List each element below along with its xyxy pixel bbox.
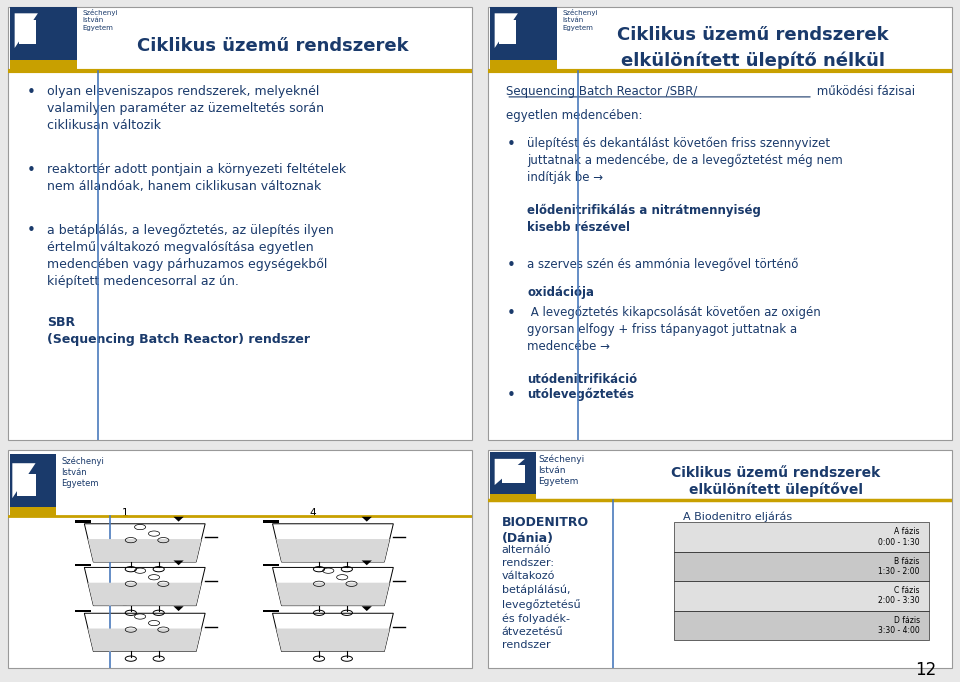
Bar: [674, 552, 929, 581]
Bar: [17, 474, 36, 496]
Text: 4: 4: [310, 508, 317, 518]
Text: egyetlen medencében:: egyetlen medencében:: [506, 108, 643, 121]
Text: Sequencing Batch Reactor /SBR/: Sequencing Batch Reactor /SBR/: [506, 85, 698, 98]
Polygon shape: [88, 629, 202, 651]
Bar: [674, 522, 929, 552]
Polygon shape: [84, 613, 205, 651]
Text: Ciklikus üzemű rendszerek: Ciklikus üzemű rendszerek: [136, 37, 408, 55]
Polygon shape: [12, 463, 36, 498]
Polygon shape: [494, 14, 517, 48]
Text: elkülönített ülepítővel: elkülönített ülepítővel: [688, 482, 863, 496]
Polygon shape: [362, 606, 372, 611]
Text: a betáplálás, a levegőztetés, az ülepítés ilyen
értelmű váltakozó megvalósítása : a betáplálás, a levegőztetés, az ülepíté…: [47, 224, 334, 288]
Text: Széchenyi
István
Egyetem: Széchenyi István Egyetem: [539, 454, 585, 486]
Bar: [502, 465, 525, 483]
Text: D fázis
3:30 - 4:00: D fázis 3:30 - 4:00: [878, 616, 920, 635]
Bar: [490, 7, 558, 70]
Bar: [10, 507, 57, 516]
Bar: [19, 20, 36, 44]
Text: Széchenyi
István
Egyetem: Széchenyi István Egyetem: [82, 9, 117, 31]
Bar: [263, 520, 279, 522]
Text: 5: 5: [310, 552, 317, 562]
Polygon shape: [494, 459, 525, 485]
Text: •: •: [26, 224, 36, 238]
Text: C fázis
2:00 - 3:30: C fázis 2:00 - 3:30: [878, 586, 920, 606]
Text: 2: 2: [122, 552, 128, 562]
Polygon shape: [273, 613, 394, 651]
Text: A Biodenitro eljárás: A Biodenitro eljárás: [683, 512, 792, 522]
Text: utódenitrifikáció: utódenitrifikáció: [527, 373, 637, 386]
Text: •: •: [506, 137, 516, 151]
Bar: [490, 494, 536, 501]
Text: BIODENITRO
(Dánia): BIODENITRO (Dánia): [502, 516, 588, 545]
Text: elődenitrifikálás a nitrátmennyiség
kisebb részével: elődenitrifikálás a nitrátmennyiség kise…: [527, 204, 761, 234]
Text: SBR
(Sequencing Batch Reactor) rendszer: SBR (Sequencing Batch Reactor) rendszer: [47, 316, 310, 346]
Polygon shape: [276, 539, 390, 562]
Polygon shape: [174, 517, 183, 522]
Text: alternáló
rendszer:
váltakozó
betáplálású,
levegőztetésű
és folyadék-
átvezetésű: alternáló rendszer: váltakozó betáplálás…: [502, 545, 580, 650]
Text: 1: 1: [122, 508, 128, 518]
Polygon shape: [174, 606, 183, 611]
Text: utólevegőztetés: utólevegőztetés: [527, 388, 635, 401]
Bar: [10, 7, 78, 70]
Polygon shape: [14, 14, 37, 48]
Text: Ciklikus üzemű rendszerek: Ciklikus üzemű rendszerek: [616, 26, 888, 44]
Bar: [490, 60, 558, 70]
Text: ülepítést és dekantálást követően friss szennyvizet
juttatnak a medencébe, de a : ülepítést és dekantálást követően friss …: [527, 137, 843, 184]
Polygon shape: [84, 524, 205, 562]
Text: működési fázisai: működési fázisai: [813, 85, 915, 98]
Polygon shape: [174, 561, 183, 565]
Bar: [490, 452, 536, 501]
Polygon shape: [276, 629, 390, 651]
Text: Ciklikus üzemű rendszerek: Ciklikus üzemű rendszerek: [671, 466, 880, 480]
Bar: [75, 564, 91, 566]
Text: olyan eleveniszapos rendszerek, melyeknél
valamilyen paraméter az üzemeltetés so: olyan eleveniszapos rendszerek, melyekné…: [47, 85, 324, 132]
Text: •: •: [26, 85, 36, 100]
Text: reaktortér adott pontjain a környezeti feltételek
nem állandóak, hanem ciklikusa: reaktortér adott pontjain a környezeti f…: [47, 163, 347, 193]
Bar: [10, 454, 57, 516]
FancyBboxPatch shape: [8, 450, 472, 668]
Text: 3: 3: [122, 598, 128, 608]
Bar: [75, 610, 91, 612]
Text: •: •: [506, 258, 516, 273]
Bar: [75, 520, 91, 522]
FancyBboxPatch shape: [488, 7, 952, 440]
Polygon shape: [362, 517, 372, 522]
Polygon shape: [276, 582, 390, 606]
Polygon shape: [273, 524, 394, 562]
Bar: [674, 581, 929, 610]
Bar: [10, 60, 78, 70]
Polygon shape: [273, 567, 394, 606]
Text: A fázis
0:00 - 1:30: A fázis 0:00 - 1:30: [878, 527, 920, 546]
Text: Széchenyi
István
Egyetem: Széchenyi István Egyetem: [562, 9, 597, 31]
FancyBboxPatch shape: [488, 450, 952, 668]
Text: A levegőztetés kikapcsolását követően az oxigén
gyorsan elfogy + friss tápanyago: A levegőztetés kikapcsolását követően az…: [527, 306, 821, 353]
Text: •: •: [26, 163, 36, 178]
Bar: [263, 564, 279, 566]
Text: •: •: [506, 306, 516, 321]
Text: oxidációja: oxidációja: [527, 286, 594, 299]
Polygon shape: [84, 567, 205, 606]
Polygon shape: [88, 539, 202, 562]
Bar: [499, 20, 516, 44]
FancyBboxPatch shape: [8, 7, 472, 440]
Polygon shape: [88, 582, 202, 606]
Text: 12: 12: [915, 661, 936, 679]
Bar: [674, 610, 929, 640]
Text: Széchenyi
István
Egyetem: Széchenyi István Egyetem: [61, 457, 104, 488]
Text: B fázis
1:30 - 2:00: B fázis 1:30 - 2:00: [878, 557, 920, 576]
Polygon shape: [362, 561, 372, 565]
Text: •: •: [506, 388, 516, 403]
Text: a szerves szén és ammónia levegővel történő: a szerves szén és ammónia levegővel tört…: [527, 258, 799, 271]
Text: elkülönített ülepítő nélkül: elkülönített ülepítő nélkül: [620, 52, 884, 70]
Bar: [263, 610, 279, 612]
Text: 6: 6: [310, 598, 317, 608]
